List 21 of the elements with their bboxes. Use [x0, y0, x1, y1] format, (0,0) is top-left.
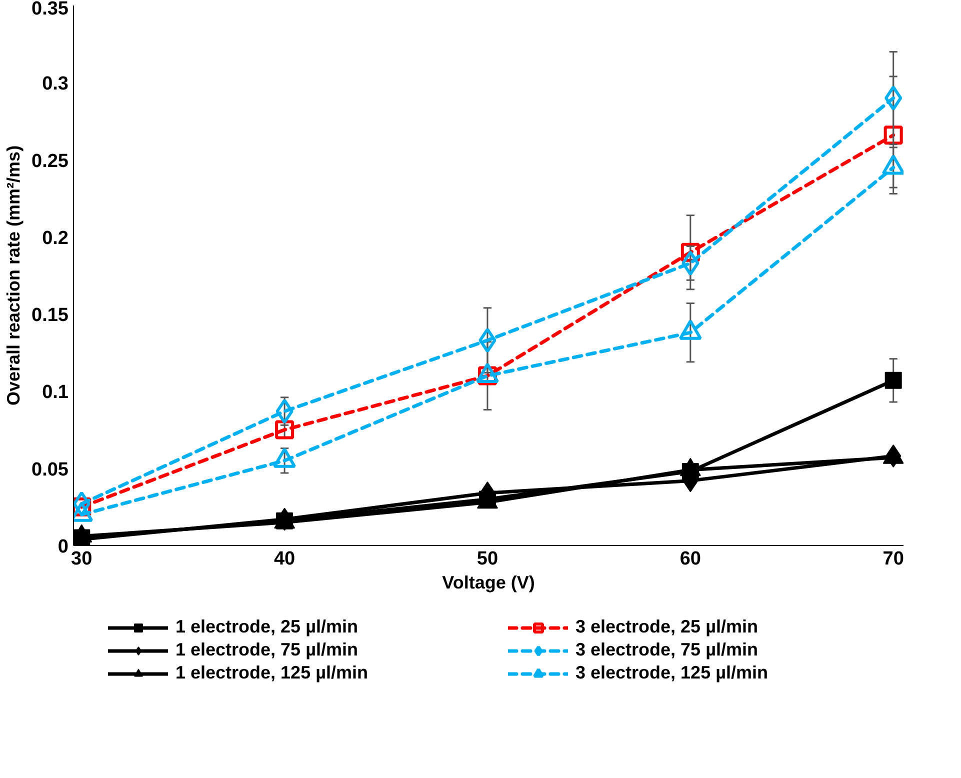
x-tick-label: 40 [274, 548, 296, 570]
legend-label: 3 electrode, 125 µl/min [576, 662, 769, 684]
x-tick-label: 30 [71, 548, 92, 570]
legend-label: 1 electrode, 75 µl/min [176, 640, 359, 660]
y-tick-label: 0.2 [42, 228, 69, 249]
legend-label: 1 electrode, 25 µl/min [176, 616, 359, 638]
y-tick-label: 0.1 [42, 382, 69, 404]
legend-label: 1 electrode, 125 µl/min [176, 662, 369, 684]
legend-label: 3 electrode, 75 µl/min [576, 640, 759, 660]
x-tick-label: 50 [476, 548, 498, 570]
legend-label: 3 electrode, 25 µl/min [576, 616, 759, 638]
y-tick-label: 0.15 [32, 305, 69, 326]
y-tick-label: 0.05 [32, 459, 69, 480]
y-tick-label: 0.35 [32, 0, 69, 20]
y-tick-label: 0.3 [42, 74, 69, 95]
y-tick-label: 0 [58, 536, 69, 558]
y-tick-label: 0.25 [32, 150, 69, 172]
y-axis-title: Overall reaction rate (mm²/ms) [4, 145, 24, 406]
x-tick-label: 60 [680, 548, 701, 570]
x-axis-title: Voltage (V) [442, 572, 535, 592]
x-tick-label: 70 [882, 548, 904, 570]
